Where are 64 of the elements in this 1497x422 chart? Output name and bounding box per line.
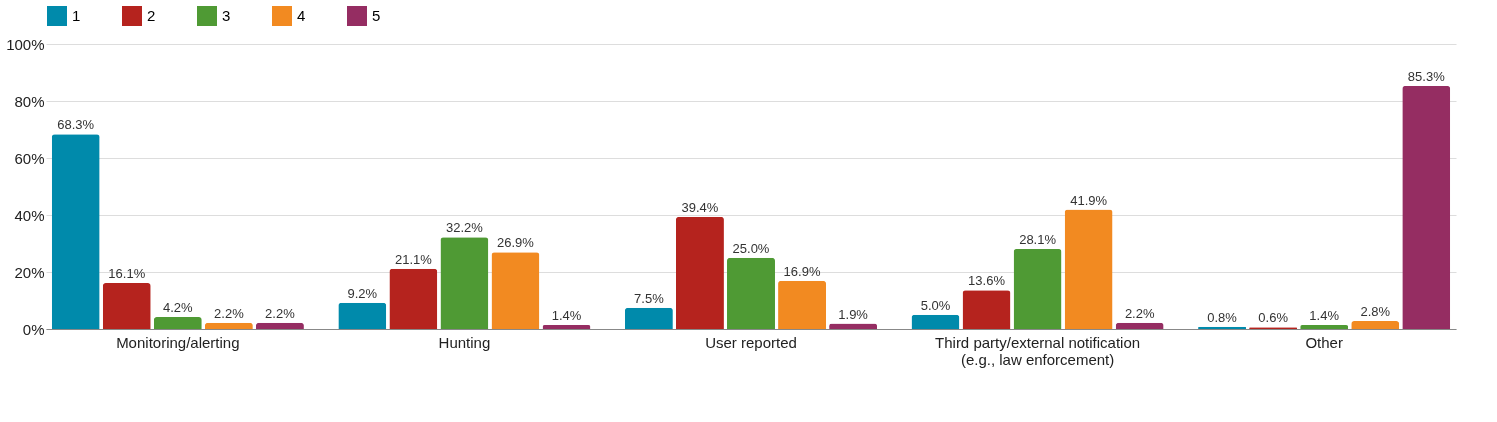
data-label: 7.5% <box>634 290 665 306</box>
bar <box>440 237 489 329</box>
bar <box>389 268 438 329</box>
legend-label: 1 <box>72 7 81 24</box>
bar <box>1064 209 1113 329</box>
data-label: 32.2% <box>445 220 484 236</box>
data-label: 16.1% <box>108 266 146 282</box>
bar <box>51 134 100 329</box>
data-label: 85.3% <box>1407 68 1446 84</box>
bar <box>338 302 387 329</box>
data-label: 26.9% <box>497 235 535 251</box>
bar <box>542 325 591 329</box>
y-tick-label: 100% <box>6 35 45 53</box>
data-label: 68.3% <box>57 117 95 133</box>
y-tick-label: 80% <box>14 92 45 110</box>
bar <box>153 317 202 329</box>
data-label: 5.0% <box>920 297 951 313</box>
data-label: 41.9% <box>1070 192 1108 208</box>
bar <box>255 322 304 329</box>
data-label: 1.4% <box>551 308 582 324</box>
y-tick-label: 40% <box>14 206 45 224</box>
bar <box>624 307 673 329</box>
x-tick-label: User reported <box>705 333 797 351</box>
data-label: 13.6% <box>968 273 1006 289</box>
bar <box>778 280 827 329</box>
bar <box>675 216 724 329</box>
data-label: 21.1% <box>394 251 433 267</box>
data-label: 0.8% <box>1207 309 1238 325</box>
data-label: 25.0% <box>732 240 770 256</box>
x-tick-label: Other <box>1305 333 1343 351</box>
bar <box>204 322 253 329</box>
x-tick-label: Third party/external notification (e.g., law enforcement) <box>935 333 1141 368</box>
data-label: 1.4% <box>1309 308 1340 324</box>
legend-label: 2 <box>147 7 156 24</box>
y-tick-label: 60% <box>14 149 45 167</box>
data-label: 16.9% <box>783 263 821 279</box>
bar <box>102 283 151 329</box>
bar <box>727 257 775 329</box>
data-label: 28.1% <box>1019 231 1057 247</box>
data-label: 9.2% <box>347 285 378 301</box>
x-tick-label: Monitoring/alerting <box>116 333 240 351</box>
data-label: 2.2% <box>214 305 245 321</box>
bar <box>1351 321 1400 329</box>
data-label: 39.4% <box>681 199 719 215</box>
bar <box>1402 85 1451 329</box>
data-label: 2.8% <box>1360 304 1391 320</box>
data-label: 1.9% <box>838 306 869 322</box>
legend-label: 3 <box>222 7 231 24</box>
data-label: 2.2% <box>1124 305 1155 321</box>
legend-label: 4 <box>297 7 306 24</box>
bar <box>1013 248 1062 329</box>
bar <box>829 323 878 329</box>
bar <box>1300 325 1349 329</box>
x-tick-label: Hunting <box>438 333 491 351</box>
y-tick-label: 0% <box>22 320 45 338</box>
legend-label: 5 <box>372 7 381 24</box>
bar <box>1115 322 1164 329</box>
bar <box>491 252 540 329</box>
data-label: 0.6% <box>1258 310 1289 326</box>
bar <box>962 290 1011 329</box>
y-tick-label: 20% <box>14 263 45 281</box>
data-label: 4.2% <box>163 300 194 316</box>
bar <box>911 314 960 329</box>
data-label: 2.2% <box>265 305 296 321</box>
